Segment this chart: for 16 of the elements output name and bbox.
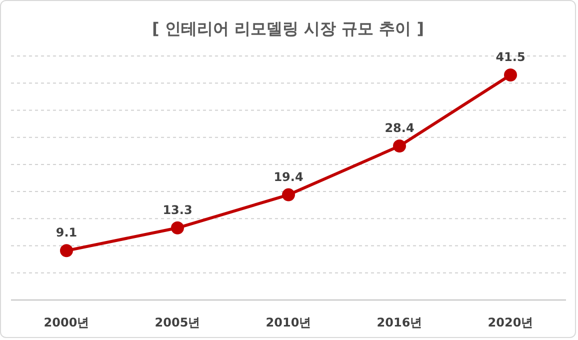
point: [171, 221, 184, 234]
data-label: 13.3: [162, 202, 192, 217]
data-label: 19.4: [274, 170, 304, 184]
point: [393, 140, 406, 153]
data-label: 41.5: [496, 50, 526, 64]
x-tick-label: 2016년: [376, 316, 422, 330]
data-label: 9.1: [56, 226, 78, 240]
point: [504, 68, 517, 82]
data-label: 28.4: [384, 121, 414, 136]
x-tick-label: 2010년: [266, 316, 312, 330]
x-tick-label: 2020년: [488, 316, 534, 330]
point: [282, 188, 295, 202]
x-tick-label: 2000년: [44, 316, 90, 330]
point: [60, 244, 73, 258]
x-tick-label: 2005년: [154, 316, 200, 330]
chart-title: [ 인테리어 리모델링 시장 규모 추이 ]: [150, 18, 426, 40]
